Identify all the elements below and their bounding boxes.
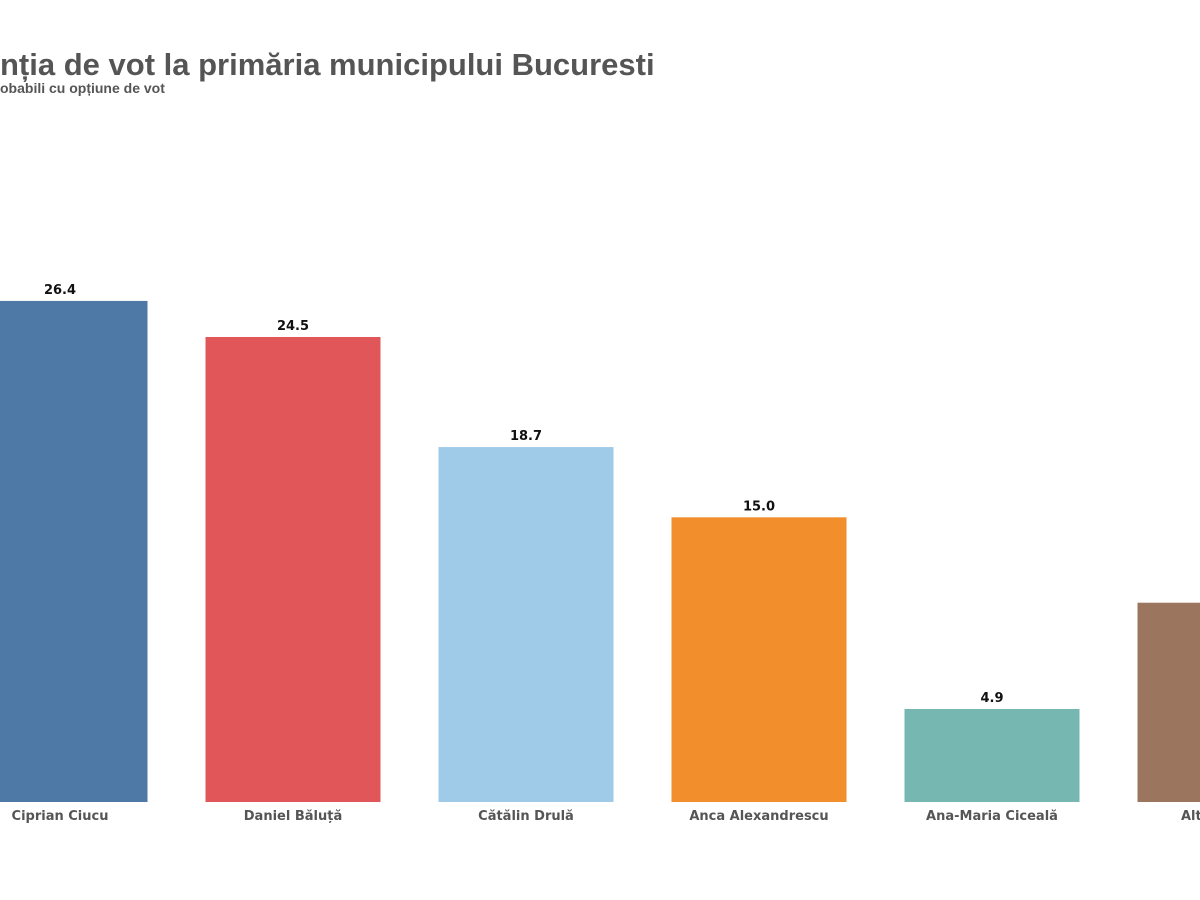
data-label: 26.4 [44, 283, 76, 298]
bar [904, 708, 1080, 802]
category-label: Ana-Maria Ciceală [926, 809, 1058, 824]
category-label: Anca Alexandrescu [689, 809, 828, 824]
data-label: 15.0 [743, 499, 775, 514]
category-label: Cătălin Drulă [478, 809, 574, 824]
bar [438, 447, 614, 802]
category-label: Alt [1181, 809, 1200, 824]
category-label: Daniel Băluță [244, 809, 342, 824]
bar [1137, 602, 1200, 802]
bar [0, 300, 148, 802]
chart-title: nția de vot la primăria municipului Bucu… [0, 47, 655, 82]
chart-subtitle: obabili cu opțiune de vot [0, 80, 165, 96]
bar [671, 517, 847, 802]
data-label: 4.9 [980, 691, 1003, 706]
bar [205, 336, 381, 802]
category-label: Ciprian Ciucu [12, 809, 109, 824]
data-label: 18.7 [510, 429, 542, 444]
data-label: 24.5 [277, 319, 309, 334]
